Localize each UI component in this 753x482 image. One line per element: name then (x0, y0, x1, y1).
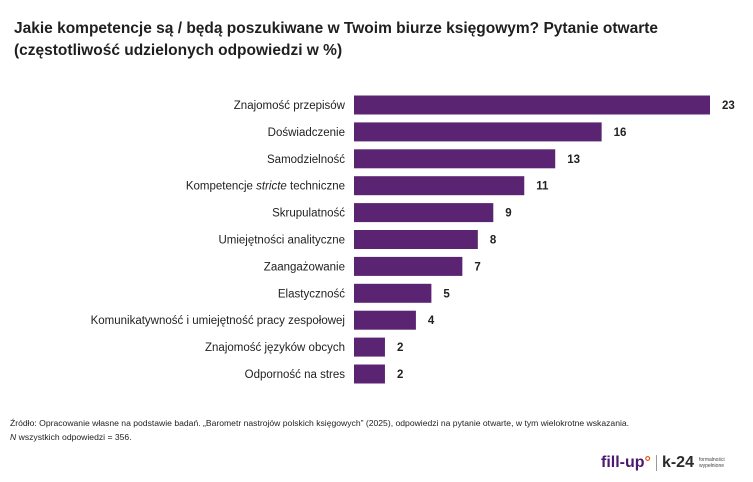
fillup-logo-mark: ° (644, 454, 651, 471)
bar-1 (354, 122, 602, 142)
bar-2 (354, 149, 556, 169)
sample-size-note: N wszystkich odpowiedzi = 356. (10, 430, 730, 444)
bar-3 (354, 176, 525, 196)
category-label-9: Znajomość języków obcych (205, 342, 345, 354)
value-label-0: 23 (722, 100, 735, 112)
chart-title-line-1: Jakie kompetencje są / będą poszukiwane … (14, 20, 659, 37)
category-label-2: Samodzielność (267, 154, 345, 166)
source-note: Źródło: Opracowanie własne na podstawie … (10, 418, 630, 428)
bar-chart: Znajomość przepisów 23 Doświadczenie 16 Samo… (91, 95, 735, 384)
fillup-logo: fill-up° (601, 454, 651, 472)
value-label-1: 16 (614, 127, 627, 139)
bar-10 (354, 364, 385, 384)
bar-8 (354, 310, 416, 330)
category-label-4: Skrupulatność (272, 208, 345, 220)
category-label-5: Umiejętności analityczne (218, 235, 345, 247)
category-label-8: Komunikatywność i umiejętność pracy zesp… (91, 315, 345, 327)
value-label-7: 5 (443, 288, 450, 300)
k24-tagline: formalności wypełnione (698, 457, 725, 469)
category-label-0: Znajomość przepisów (234, 100, 346, 112)
category-label-6: Zaangażowanie (264, 261, 345, 273)
category-label-10: Odporność na stres (245, 369, 346, 381)
bar-4 (354, 203, 494, 223)
value-label-4: 9 (505, 208, 511, 220)
category-label-1: Doświadczenie (268, 127, 345, 139)
logo-divider (655, 455, 657, 471)
chart-title: Jakie kompetencje są / będą poszukiwane … (14, 18, 744, 62)
fillup-logo-text: fill-up (601, 454, 645, 471)
value-label-5: 8 (490, 235, 497, 247)
bar-0 (354, 95, 710, 115)
bar-6 (354, 256, 463, 276)
value-label-3: 11 (536, 181, 549, 193)
chart-footer: Źródło: Opracowanie własne na podstawie … (10, 416, 730, 444)
bar-5 (354, 230, 478, 249)
value-label-2: 13 (567, 154, 580, 166)
n-symbol: N (10, 432, 17, 442)
sample-size-text: wszystkich odpowiedzi = 356. (16, 432, 132, 442)
value-label-9: 2 (397, 342, 403, 354)
brand-logos: fill-up° k-24 formalności wypełnione (601, 452, 733, 474)
chart-title-line-2: (częstotliwość udzielonych odpowiedzi w … (14, 42, 343, 59)
value-label-10: 2 (397, 369, 403, 381)
category-label-3: Kompetencje stricte techniczne (186, 181, 345, 193)
category-label-7: Elastyczność (278, 288, 345, 300)
value-label-8: 4 (428, 315, 435, 327)
bar-9 (354, 337, 385, 357)
bar-7 (354, 283, 432, 303)
k24-logo: k-24 (661, 454, 694, 471)
value-label-6: 7 (474, 261, 480, 273)
